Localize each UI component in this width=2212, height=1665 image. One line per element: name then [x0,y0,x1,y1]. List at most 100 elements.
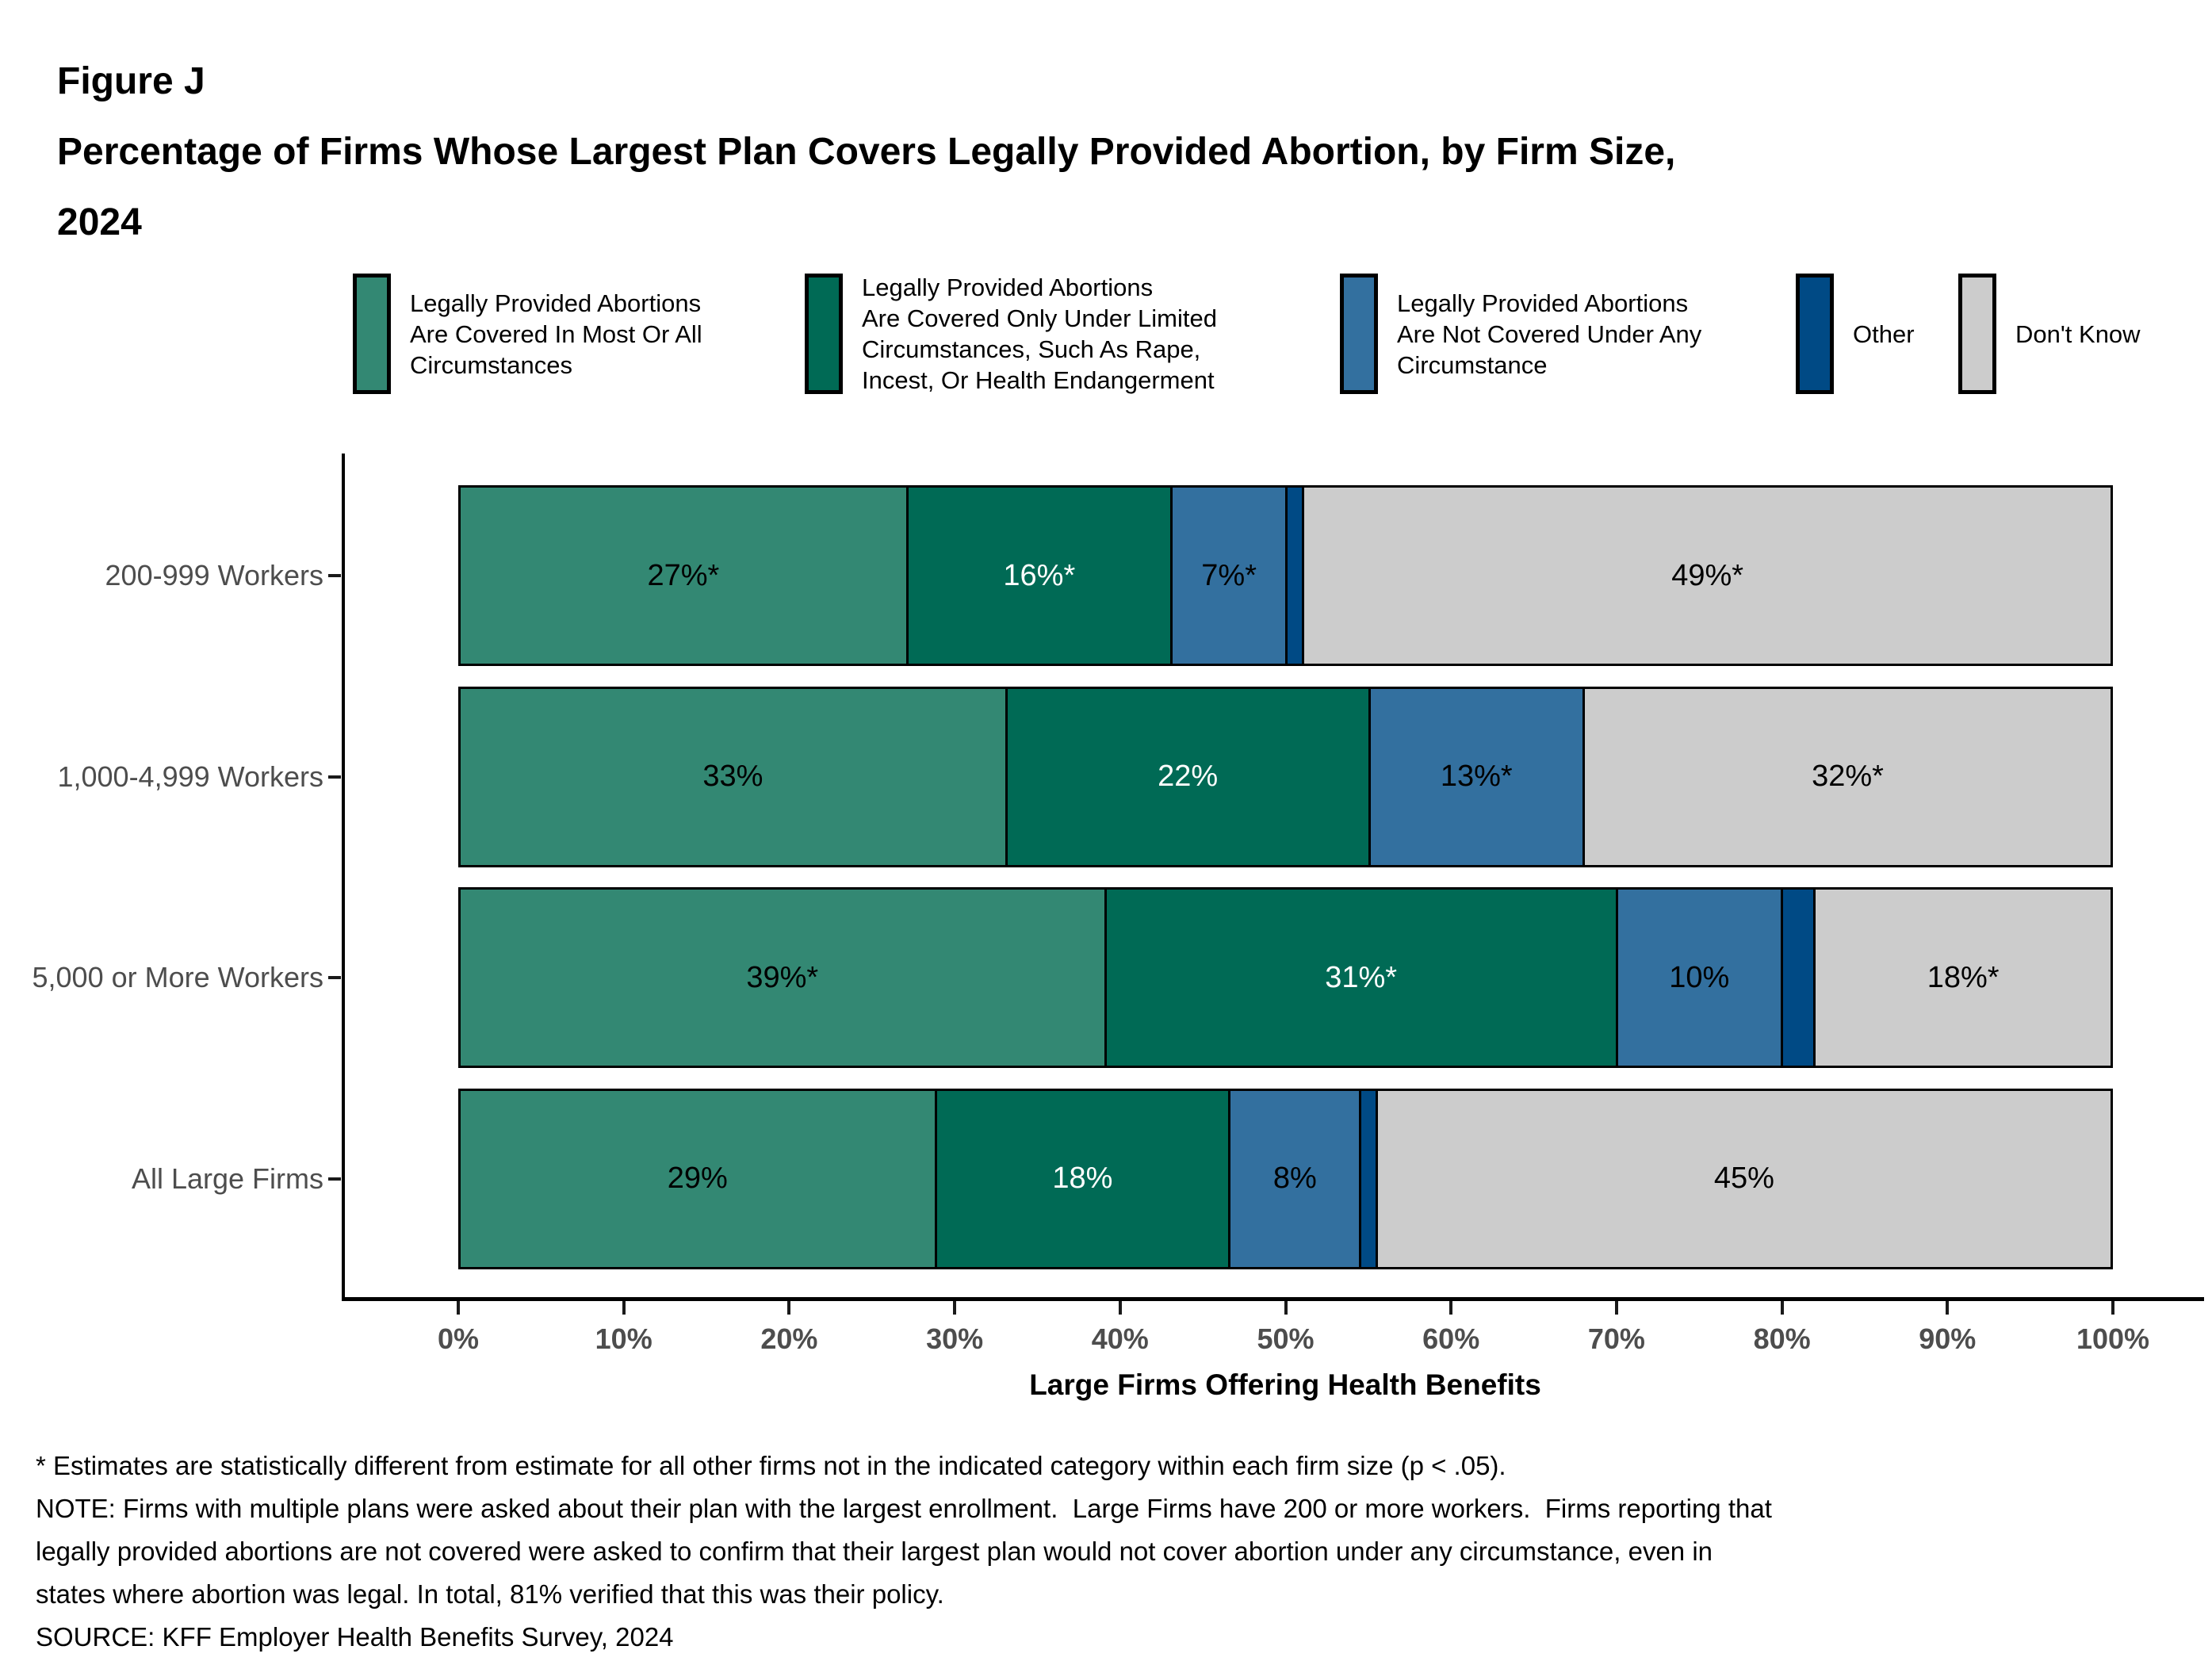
y-axis-category-label: All Large Firms [131,1162,323,1195]
bar-segment: 18% [934,1090,1229,1267]
footnote-note-line3: states where abortion was legal. In tota… [36,1579,944,1609]
legend-swatch [805,274,843,394]
y-axis-tick [328,1177,341,1181]
x-axis-tick-label: 100% [2076,1322,2150,1355]
bar-segment-label: 10% [1669,960,1730,994]
bar-segment: 32%* [1582,688,2111,865]
legend-label-line: Incest, Or Health Endangerment [862,366,1215,394]
legend-label-line: Circumstance [1397,350,1548,379]
legend-label-line: Are Covered Only Under Limited [862,304,1217,332]
bar-segment: 29% [461,1090,935,1267]
legend-label-line: Legally Provided Abortions [862,274,1154,301]
legend-swatch [1340,274,1378,394]
bar-segment: 13%* [1368,688,1583,865]
legend-label-line: Other [1853,320,1915,348]
y-axis-category-label: 1,000-4,999 Workers [57,760,323,793]
x-axis-tick [457,1301,460,1315]
legend-label-line: Are Covered In Most Or All [410,320,702,348]
legend-label-line: Legally Provided Abortions [410,289,702,317]
bar-segment: 18%* [1813,890,2111,1066]
x-axis-tick-label: 60% [1422,1322,1480,1355]
legend-label-line: Don't Know [2015,320,2141,348]
footnote-source: SOURCE: KFF Employer Health Benefits Sur… [36,1622,674,1652]
x-axis-tick [1118,1301,1122,1315]
y-axis-category-label: 5,000 or More Workers [32,961,323,993]
bar-segment: 8% [1228,1090,1360,1267]
chart-title-line1: Percentage of Firms Whose Largest Plan C… [57,131,1676,173]
bar-segment: 45% [1375,1090,2111,1267]
legend-label-line: Are Not Covered Under Any [1397,320,1702,348]
legend-label: Don't Know [2015,319,2141,350]
x-axis-tick-label: 20% [760,1322,818,1355]
bar-segment-label: 33% [702,760,763,793]
y-axis-line [342,454,345,1300]
legend-item: Legally Provided Abortions Are Covered In… [353,266,702,401]
bar-segment: 39%* [461,890,1104,1066]
footnote-note-line2: legally provided abortions are not cover… [36,1537,1713,1566]
legend-label: Legally Provided Abortions Are Covered In… [410,288,702,381]
x-axis-tick [2111,1301,2114,1315]
bar-row: 33% 22% 13%* 32%* [458,686,2113,867]
x-axis-tick-label: 70% [1587,1322,1645,1355]
bar-segment-label: 49%* [1671,558,1744,592]
bar-segment-label: 22% [1158,760,1219,793]
legend-swatch [1796,274,1834,394]
legend-item: Legally Provided Abortions Are Covered On… [805,266,1217,401]
legend-label: Legally Provided Abortions Are Not Covere… [1397,288,1701,381]
legend-label: Other [1853,319,1915,350]
bar-segment: 31%* [1104,890,1616,1066]
legend-label-line: Circumstances [410,350,572,379]
footnote-note-line1: NOTE: Firms with multiple plans were ask… [36,1494,1772,1523]
y-axis-category-label: 200-999 Workers [105,559,323,591]
footnote-significance: * Estimates are statistically different … [36,1451,1506,1480]
x-axis-tick-label: 40% [1091,1322,1149,1355]
figure-label: Figure J [57,60,205,102]
bar-segment-label: 32%* [1812,760,1884,793]
bar-row: 29% 18% 8% 45% [458,1088,2113,1269]
bar-segment-label: 8% [1272,1162,1317,1195]
bar-segment-label: 18%* [1927,960,2000,994]
legend-item: Other [1796,266,1915,401]
legend-swatch [353,274,391,394]
legend-swatch [1958,274,1996,394]
bar-segment-label: 13%* [1440,760,1513,793]
x-axis-tick-label: 80% [1753,1322,1811,1355]
legend-item: Don't Know [1958,266,2141,401]
y-axis-tick [328,574,341,577]
bar-segment-label: 18% [1052,1162,1113,1195]
bar-segment: 7%* [1169,488,1286,664]
legend-label-line: Circumstances, Such As Rape, [862,335,1201,363]
x-axis-tick [787,1301,791,1315]
x-axis-tick [1449,1301,1453,1315]
bar-segment-label: 39%* [746,960,819,994]
bar-segment-label: 31%* [1325,960,1398,994]
x-axis-title: Large Firms Offering Health Benefits [1029,1368,1541,1401]
x-axis-tick [1614,1301,1618,1315]
bar-segment: 49%* [1302,488,2111,664]
bar-segment-label: 7%* [1201,558,1257,592]
bar-segment: 16%* [905,488,1170,664]
x-axis-tick [953,1301,957,1315]
bar-segment-label: 27%* [647,558,720,592]
x-axis-tick-label: 50% [1257,1322,1315,1355]
bar-segment: 27%* [461,488,906,664]
x-axis-tick-label: 0% [437,1322,480,1355]
x-axis-tick-label: 90% [1919,1322,1977,1355]
legend-item: Legally Provided Abortions Are Not Covere… [1340,266,1701,401]
x-axis-tick [1780,1301,1784,1315]
bar-segment-label: 45% [1713,1162,1774,1195]
legend-label: Legally Provided Abortions Are Covered On… [862,272,1217,396]
x-axis-tick [1284,1301,1288,1315]
bar-segment [1780,890,1814,1066]
bar-segment [1359,1090,1376,1267]
bar-segment-label: 29% [667,1162,728,1195]
x-axis-tick [1946,1301,1950,1315]
x-axis-line [342,1297,2204,1301]
x-axis-tick-label: 10% [595,1322,653,1355]
bar-segment [1285,488,1303,664]
footnotes: * Estimates are statistically different … [36,1445,1772,1659]
y-axis-tick [328,775,341,779]
x-axis-tick [622,1301,626,1315]
bar-segment: 10% [1615,890,1781,1066]
